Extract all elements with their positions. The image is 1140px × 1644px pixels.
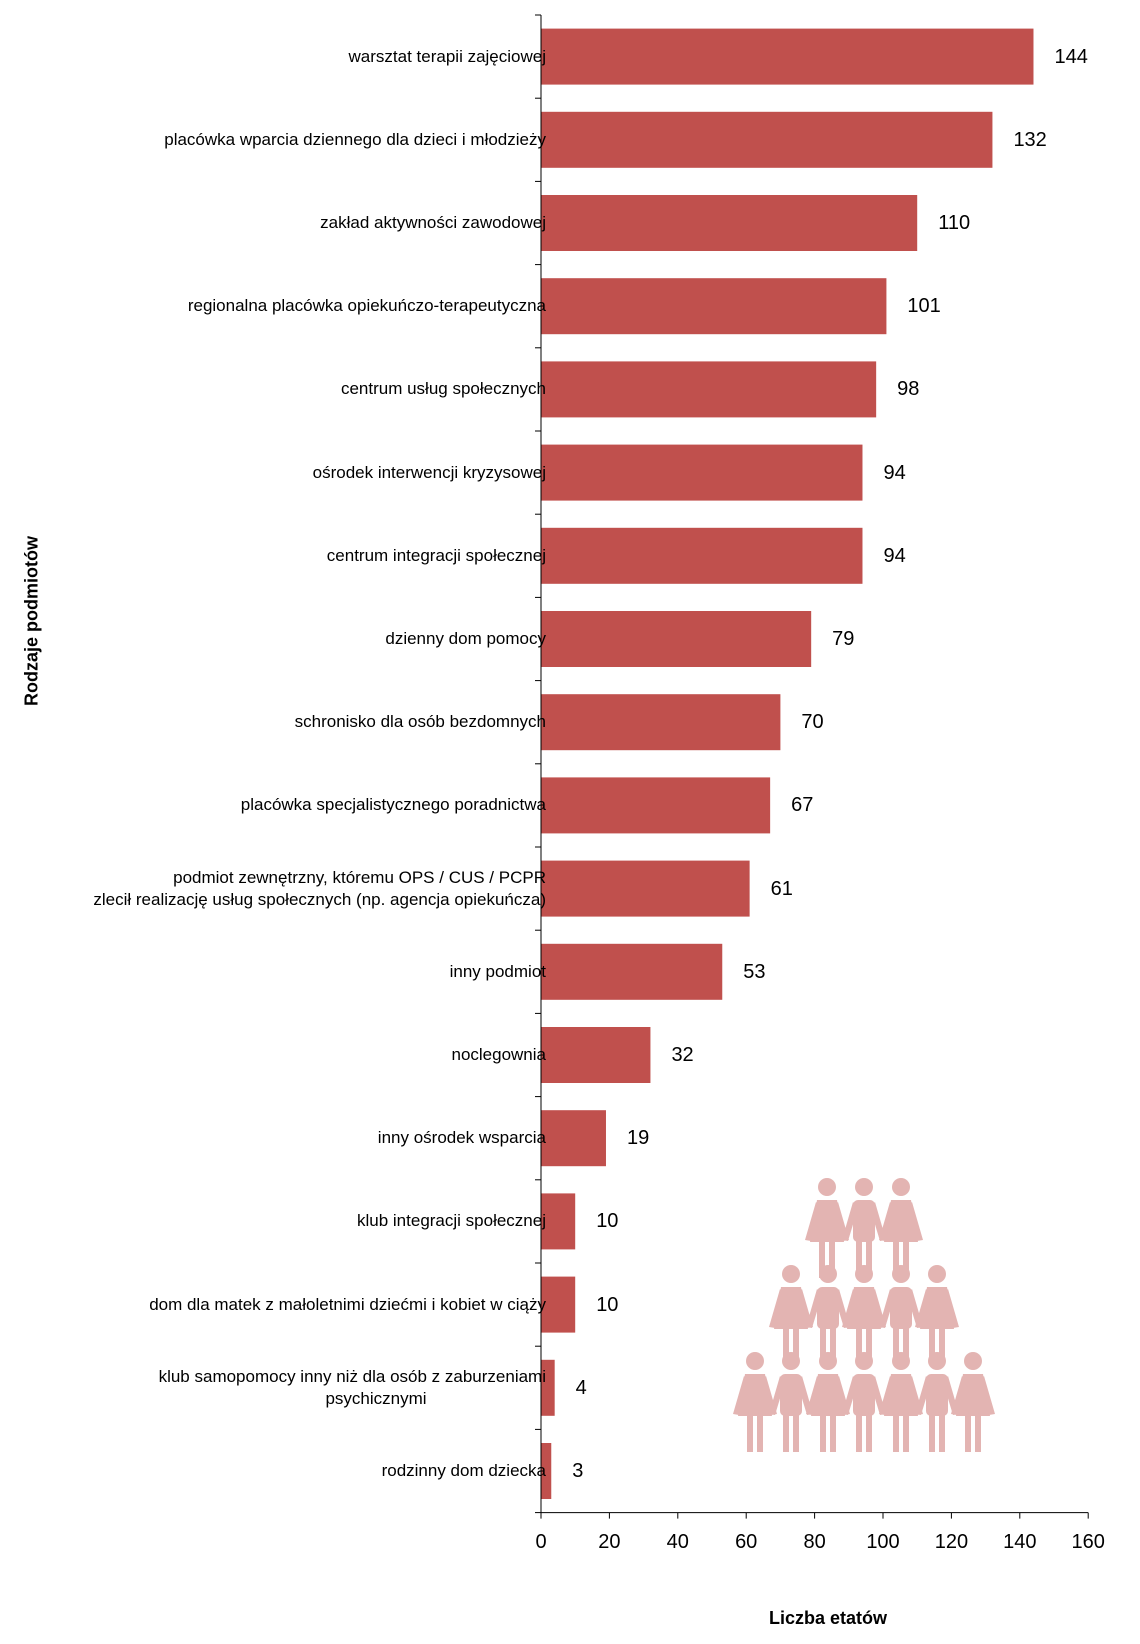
bar xyxy=(541,444,863,501)
x-tick-label: 80 xyxy=(803,1530,826,1553)
data-label: 132 xyxy=(1013,128,1047,151)
person-icon xyxy=(806,1265,850,1365)
category-label: zakład aktywności zawodowej xyxy=(320,213,546,232)
category-label: inny ośrodek wsparcia xyxy=(377,1128,546,1148)
data-label: 67 xyxy=(791,794,814,817)
bar xyxy=(541,278,887,335)
person-icon xyxy=(805,1178,849,1278)
category-label: centrum usług społecznych xyxy=(340,379,546,399)
bar xyxy=(541,361,877,418)
data-label: 19 xyxy=(626,1127,650,1150)
bar xyxy=(541,860,750,917)
bar xyxy=(541,777,771,834)
data-label: 70 xyxy=(801,711,824,734)
bar xyxy=(541,28,1034,85)
bar xyxy=(541,111,993,168)
x-tick-label: 100 xyxy=(866,1530,900,1553)
person-icon xyxy=(806,1352,850,1452)
bar xyxy=(541,611,812,667)
x-tick-label: 120 xyxy=(934,1530,969,1553)
x-tick-label: 160 xyxy=(1071,1530,1105,1553)
category-label: klub samopomocy inny niż dla osób z zabu… xyxy=(158,1366,546,1408)
person-icon xyxy=(915,1265,959,1365)
data-label: 110 xyxy=(938,212,971,234)
category-label: dom dla matek z małoletnimi dziećmi i ko… xyxy=(149,1294,546,1314)
data-label: 79 xyxy=(832,628,855,650)
bar xyxy=(541,1193,576,1250)
bar xyxy=(541,195,918,251)
data-label: 32 xyxy=(671,1044,694,1066)
category-label: noclegownia xyxy=(451,1045,546,1064)
person-icon xyxy=(915,1352,959,1452)
x-axis-label: Liczba etatów xyxy=(768,1608,888,1628)
person-icon xyxy=(842,1178,886,1278)
x-tick-label: 40 xyxy=(666,1530,689,1553)
x-tick-label: 20 xyxy=(598,1530,621,1553)
category-label: klub integracji społecznej xyxy=(357,1211,546,1231)
data-label: 94 xyxy=(883,461,906,484)
bar xyxy=(541,1443,552,1499)
person-icon xyxy=(879,1352,923,1452)
category-label: centrum integracji społecznej xyxy=(326,545,546,565)
bar xyxy=(541,1110,606,1167)
data-label: 53 xyxy=(743,960,766,983)
bar xyxy=(541,1359,555,1416)
bar xyxy=(541,527,863,584)
x-tick-label: 0 xyxy=(535,1530,547,1553)
data-label: 98 xyxy=(897,378,920,401)
x-tick-label: 140 xyxy=(1003,1530,1037,1553)
category-label: schronisko dla osób bezdomnych xyxy=(294,712,546,732)
person-icon xyxy=(951,1352,995,1452)
y-axis-label: Rodzaje podmiotów xyxy=(21,536,42,706)
people-pyramid-icon xyxy=(733,1178,995,1452)
data-label: 101 xyxy=(907,295,941,318)
bar xyxy=(541,694,781,751)
x-tick-label: 60 xyxy=(735,1530,758,1553)
person-icon xyxy=(879,1265,923,1365)
category-label: ośrodek interwencji kryzysowej xyxy=(312,462,546,482)
category-label: placówka specjalistycznego poradnictwa xyxy=(240,795,546,815)
category-label: inny podmiot xyxy=(449,961,546,981)
bar xyxy=(541,1276,576,1333)
data-label: 10 xyxy=(596,1293,619,1316)
bar xyxy=(541,1027,651,1083)
category-label: podmiot zewnętrzny, któremu OPS / CUS / … xyxy=(93,867,546,909)
person-icon xyxy=(769,1352,813,1452)
person-icon xyxy=(733,1352,777,1452)
category-label: rodzinny dom dziecka xyxy=(381,1461,546,1480)
data-label: 3 xyxy=(572,1460,584,1482)
person-icon xyxy=(769,1265,813,1365)
data-label: 144 xyxy=(1054,45,1088,68)
bar xyxy=(541,943,723,1000)
data-label: 94 xyxy=(883,544,906,567)
person-icon xyxy=(879,1178,923,1278)
person-icon xyxy=(842,1265,886,1365)
data-label: 61 xyxy=(770,877,793,900)
category-label: warsztat terapii zajęciowej xyxy=(348,46,546,66)
category-label: placówka wparcia dziennego dla dzieci i … xyxy=(164,129,546,149)
data-label: 10 xyxy=(596,1210,619,1233)
data-label: 4 xyxy=(575,1376,587,1399)
category-label: regionalna placówka opiekuńczo-terapeuty… xyxy=(187,296,546,316)
category-label: dzienny dom pomocy xyxy=(385,629,546,648)
person-icon xyxy=(842,1352,886,1452)
